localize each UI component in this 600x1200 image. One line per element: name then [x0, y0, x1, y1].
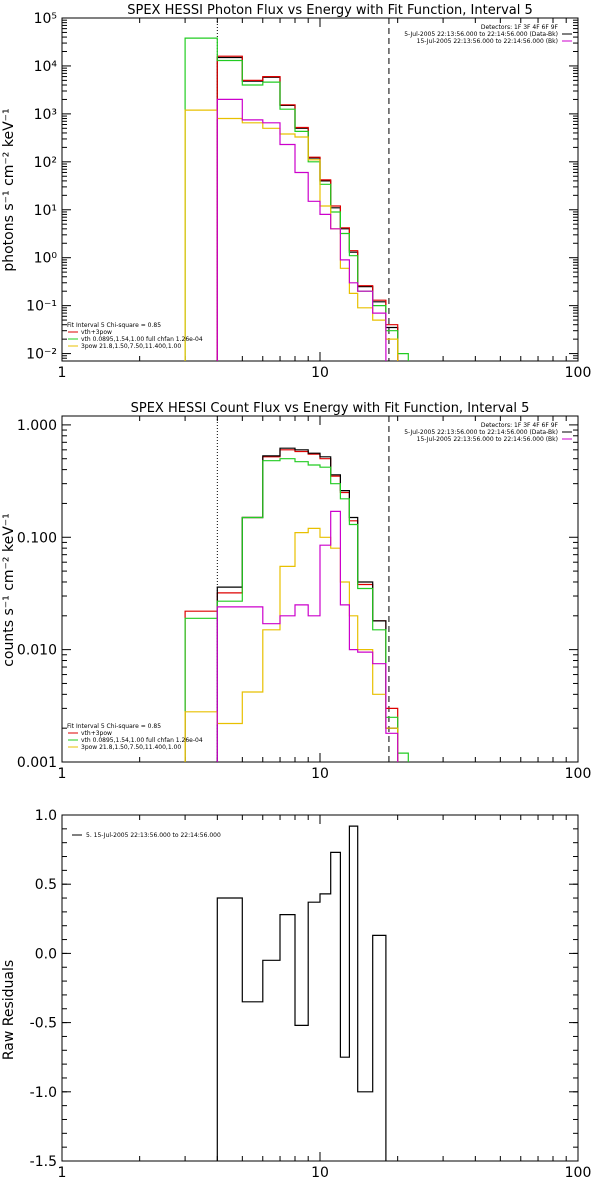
y-tick-label: 0.5 — [35, 877, 57, 893]
count-flux-title: SPEX HESSI Count Flux vs Energy with Fit… — [131, 401, 530, 416]
y-tick-label: 0.010 — [17, 643, 57, 659]
y-tick-label: 10⁵ — [34, 11, 57, 27]
residuals-y-axis-label: Raw Residuals — [1, 960, 17, 1060]
photon-flux-panel: SPEX HESSI Photon Flux vs Energy with Fi… — [1, 3, 591, 381]
y-tick-label: 10² — [34, 155, 57, 171]
y-tick-label: 1.000 — [17, 418, 57, 434]
y-tick-label: 0.001 — [17, 755, 57, 771]
y-tick-label: -1.0 — [30, 1085, 57, 1101]
y-tick-label: 10⁻² — [26, 347, 57, 363]
series-vth-3pow — [216, 55, 399, 361]
y-tick-label: 1.0 — [35, 808, 57, 824]
y-tick-label: 10⁴ — [34, 59, 58, 75]
legend-entry: 15-Jul-2005 22:13:56.000 to 22:14:56.000… — [417, 38, 558, 45]
legend-entry: Detectors: 1F 3F 4F 6F 9F — [481, 422, 559, 429]
photon-flux-y-axis-label: photons s⁻¹ cm⁻² keV⁻¹ — [1, 108, 17, 271]
residuals-plot-frame — [61, 814, 579, 1162]
x-tick-label: 1 — [58, 365, 67, 381]
legend-entry: vth+3pow — [81, 329, 112, 336]
legend-entry: Fit Interval 5 Chi-square = 0.85 — [67, 322, 161, 329]
y-tick-label: 10¹ — [34, 203, 57, 219]
y-tick-label: -0.5 — [30, 1016, 57, 1032]
legend-entry: 3pow 21.8,1.50,7.50,11.400,1.00 — [81, 744, 181, 751]
photon-flux-title: SPEX HESSI Photon Flux vs Energy with Fi… — [127, 3, 533, 18]
series-bk — [216, 510, 399, 762]
legend-entry: 5. 15-Jul-2005 22:13:56.000 to 22:14:56.… — [86, 832, 221, 839]
x-tick-label: 10 — [311, 365, 329, 381]
y-tick-label: 10³ — [34, 107, 57, 123]
y-tick-label: 10⁰ — [34, 251, 58, 267]
x-tick-label: 100 — [565, 1165, 592, 1181]
series-vth — [184, 458, 409, 762]
x-tick-label: 100 — [565, 365, 592, 381]
series-bk — [216, 98, 387, 361]
series-vth — [184, 37, 409, 361]
legend-entry: 5-Jul-2005 22:13:56.000 to 22:14:56.000 … — [404, 429, 558, 436]
x-tick-label: 1 — [58, 766, 67, 782]
legend-entry: vth 0.0895,1.54,1.00 full chfan 1.26e-04 — [81, 737, 203, 744]
x-tick-label: 10 — [311, 766, 329, 782]
x-tick-label: 1 — [58, 1165, 67, 1181]
count-flux-panel: SPEX HESSI Count Flux vs Energy with Fit… — [1, 401, 591, 782]
y-tick-label: -1.5 — [30, 1154, 57, 1170]
legend-entry: vth+3pow — [81, 730, 112, 737]
y-tick-label: 10⁻¹ — [26, 299, 57, 315]
series-5-15-jul-2005-22-13-56-000-to-22-14-56-000 — [216, 825, 387, 1161]
legend-entry: 5-Jul-2005 22:13:56.000 to 22:14:56.000 … — [404, 31, 558, 38]
legend-entry: Fit Interval 5 Chi-square = 0.85 — [67, 723, 161, 730]
y-tick-label: 0.100 — [17, 530, 57, 546]
legend-entry: 3pow 21.8,1.50,7.50,11.400,1.00 — [81, 343, 181, 350]
x-tick-label: 10 — [311, 1165, 329, 1181]
legend-entry: 15-Jul-2005 22:13:56.000 to 22:14:56.000… — [417, 436, 558, 443]
y-tick-label: 0.0 — [35, 946, 57, 962]
legend-entry: Detectors: 1F 3F 4F 6F 9F — [481, 24, 559, 31]
legend-entry: vth 0.0895,1.54,1.00 full chfan 1.26e-04 — [81, 336, 203, 343]
count-flux-y-axis-label: counts s⁻¹ cm⁻² keV⁻¹ — [1, 513, 17, 667]
x-tick-label: 100 — [565, 766, 592, 782]
residuals-panel: Raw Residuals 1 10 100 -1.5 -1.0 -0.5 0.0 0.5 1.… — [1, 808, 591, 1181]
series-data-bk — [216, 56, 399, 361]
